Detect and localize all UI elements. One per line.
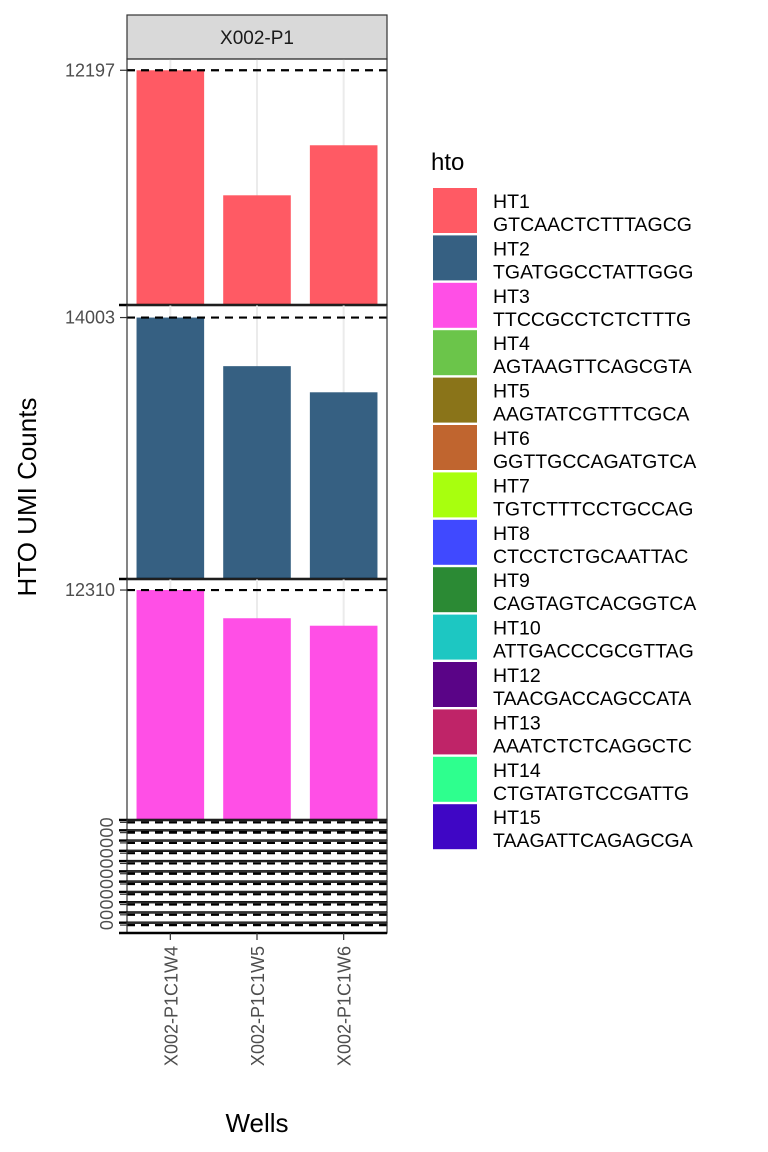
legend-hto-name: HT13: [493, 712, 541, 734]
y-tick-label: 0: [97, 848, 117, 858]
bar-HT1-X002-P1C1W6: [309, 145, 378, 305]
legend-hto-barcode: GGTTGCCAGATGTCA: [493, 451, 696, 473]
legend-hto-barcode: TGATGGCCTATTGGG: [493, 261, 693, 283]
legend-hto-barcode: TGTCTTTCCTGCCAG: [493, 498, 693, 520]
legend-hto-barcode: TAAGATTCAGAGCGA: [493, 830, 693, 852]
facet-strip: [126, 14, 388, 60]
y-tick-label: 0: [97, 889, 117, 899]
legend-swatch: [433, 567, 477, 613]
y-tick-label: 0: [97, 920, 117, 930]
bar-HT2-X002-P1C1W5: [223, 366, 291, 579]
legend-hto-barcode: TTCCGCCTCTCTTTG: [493, 309, 691, 331]
y-axis-title: HTO UMI Counts: [12, 398, 42, 597]
legend-swatch: [433, 614, 477, 660]
legend-hto-barcode: TAACGACCAGCCATA: [493, 688, 691, 710]
legend-hto-name: HT8: [493, 523, 530, 545]
legend-hto-name: HT1: [493, 191, 530, 213]
legend-hto-barcode: GTCAACTCTTTAGCG: [493, 214, 692, 236]
panel-HT2: 14003: [65, 304, 388, 581]
x-axis-ticks: X002-P1C1W4 X002-P1C1W5 X002-P1C1W6: [161, 933, 355, 1066]
legend-swatch: [433, 756, 477, 802]
legend-hto-name: HT9: [493, 570, 530, 592]
legend-hto-name: HT7: [493, 475, 530, 497]
y-tick-label: 0: [97, 869, 117, 879]
y-tick-label: 0: [97, 900, 117, 910]
legend-swatch: [433, 330, 477, 376]
y-tick-label: 0: [97, 910, 117, 920]
bar-HT1-X002-P1C1W5: [223, 195, 291, 305]
y-tick-label: 0: [97, 817, 117, 827]
bar-HT3-X002-P1C1W5: [223, 618, 291, 820]
legend-swatch: [433, 519, 477, 565]
legend-hto-name: HT3: [493, 286, 530, 308]
legend-swatch: [433, 235, 477, 281]
legend-swatch: [433, 709, 477, 755]
legend-hto-name: HT15: [493, 807, 541, 829]
legend-hto-name: HT5: [493, 381, 530, 403]
legend-hto-name: HT6: [493, 428, 530, 450]
x-tick-label: X002-P1C1W5: [248, 946, 268, 1066]
facet-label: X002-P1: [220, 28, 294, 49]
bar-HT3-X002-P1C1W4: [136, 590, 205, 820]
legend-hto-name: HT14: [493, 760, 541, 782]
legend-hto-barcode: CAGTAGTCACGGTCA: [493, 593, 696, 615]
legend-hto-name: HT12: [493, 665, 541, 687]
legend-hto-barcode: CTGTATGTCCGATTG: [493, 783, 689, 805]
x-axis-title: Wells: [225, 1108, 288, 1138]
legend-hto-name: HT10: [493, 618, 541, 640]
legend-title: hto: [431, 149, 464, 176]
legend-swatch: [433, 188, 477, 233]
y-tick-label: 0: [97, 879, 117, 889]
panel-HT1: 12197: [65, 58, 388, 307]
legend-swatch: [433, 804, 477, 850]
legend-swatch: [433, 377, 477, 423]
y-tick-label: 0: [97, 858, 117, 868]
y-tick-label: 0: [97, 828, 117, 838]
bar-HT2-X002-P1C1W6: [309, 392, 378, 579]
x-tick-label: X002-P1C1W6: [335, 946, 355, 1066]
legend-hto-barcode: AGTAAGTTCAGCGTA: [493, 356, 692, 378]
y-tick-label: 14003: [65, 308, 115, 328]
legend-hto-barcode: ATTGACCCGCGTTAG: [493, 641, 694, 663]
legend-hto-barcode: CTCCTCTGCAATTAC: [493, 546, 688, 568]
y-tick-label: 12310: [65, 580, 115, 600]
legend-swatch: [433, 425, 477, 470]
y-tick-label: 12197: [65, 60, 115, 80]
bar-HT1-X002-P1C1W4: [136, 70, 205, 305]
legend-swatch: [433, 472, 477, 518]
y-tick-label: 0: [97, 838, 117, 848]
panel-HT3: 12310: [65, 578, 388, 822]
legend-hto-name: HT2: [493, 238, 530, 260]
x-tick-label: X002-P1C1W4: [161, 946, 181, 1066]
legend-hto-barcode: AAATCTCTCAGGCTC: [493, 735, 692, 757]
legend-hto-barcode: AAGTATCGTTTCGCA: [493, 404, 689, 426]
bar-HT3-X002-P1C1W6: [309, 625, 378, 820]
legend: HT1GTCAACTCTTTAGCGHT2TGATGGCCTATTGGGHT3T…: [433, 188, 696, 852]
legend-swatch: [433, 282, 477, 328]
bar-HT2-X002-P1C1W4: [136, 317, 205, 579]
legend-swatch: [433, 662, 477, 707]
legend-hto-name: HT4: [493, 333, 530, 355]
